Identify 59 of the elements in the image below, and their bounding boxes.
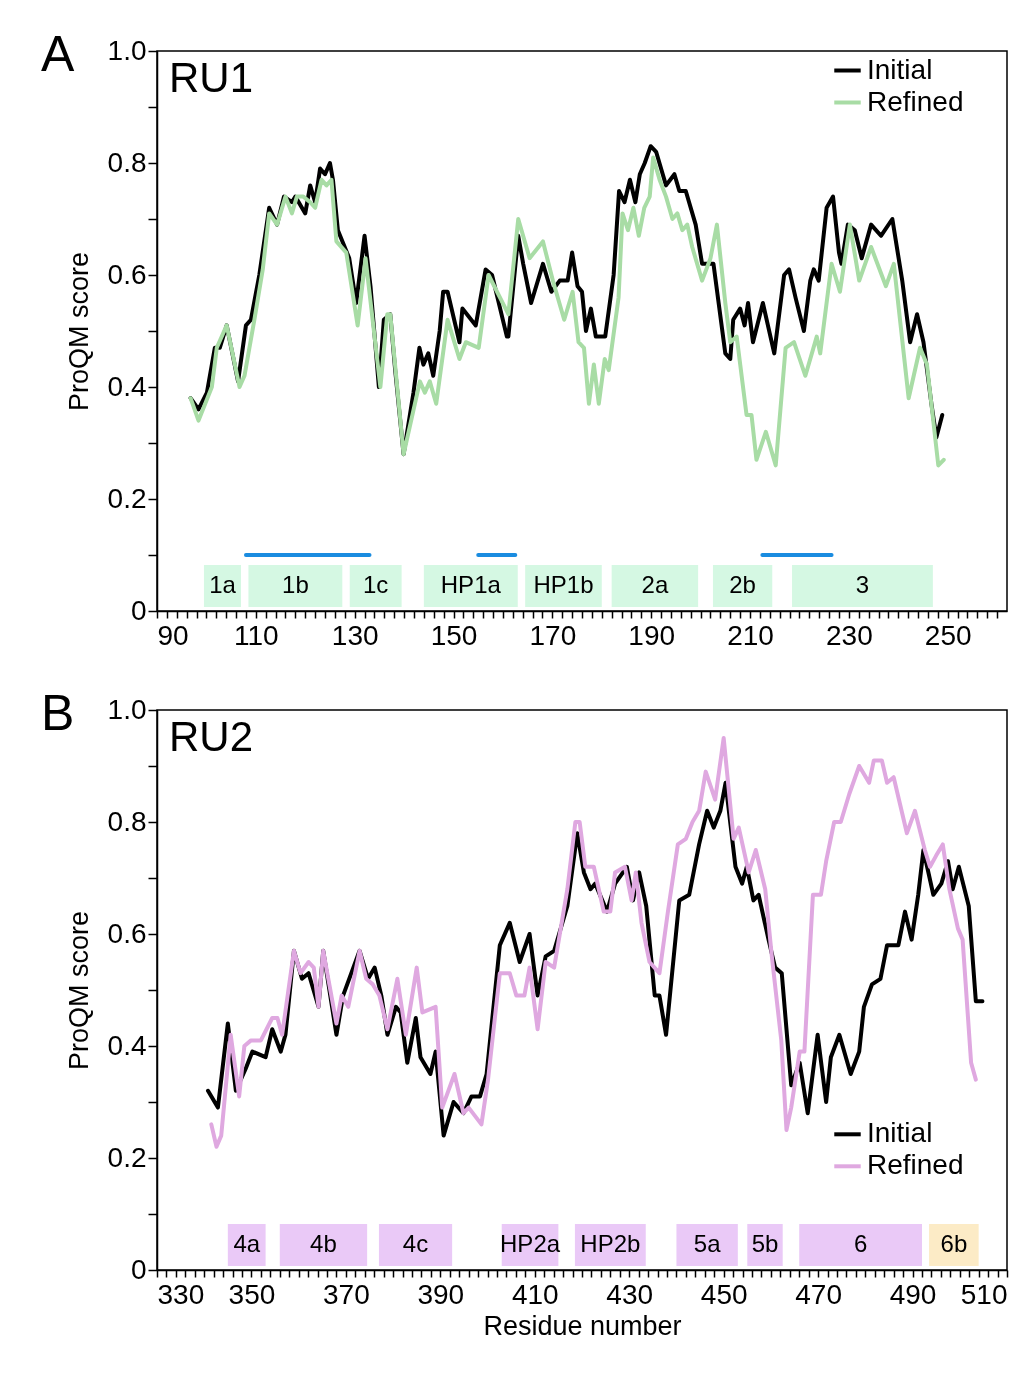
band-label: 1c [363,571,389,599]
band-label: HP2b [580,1230,641,1258]
y-axis-title: ProQM score [63,910,94,1071]
y-tick-label: 1.0 [107,34,147,66]
y-axis-title: ProQM score [63,251,94,412]
x-tick-label: 330 [157,1278,205,1310]
x-tick-label: 110 [234,619,279,651]
band-label: 1a [209,571,237,599]
y-tick-label: 0.6 [107,258,147,290]
y-tick-label: 0 [130,1253,147,1285]
x-tick-label: 430 [606,1278,654,1310]
band-label: 4c [402,1230,429,1258]
band-label: HP1b [533,571,594,599]
legend-label: Refined [867,1149,964,1181]
band-label: 4b [310,1230,337,1258]
y-tick-label: 0.4 [107,370,147,402]
y-tick-label: 0.8 [107,146,147,178]
legend-label: Refined [867,85,964,117]
band-label: 2a [641,571,669,599]
x-tick-label: 450 [700,1278,748,1310]
legend-label: Initial [867,53,933,85]
x-tick-label: 370 [323,1278,370,1310]
x-tick-label: 130 [331,619,379,651]
x-tick-label: 150 [430,619,478,651]
band-label: 5a [693,1230,722,1258]
x-tick-label: 390 [417,1278,465,1310]
text: B [41,685,75,741]
y-tick-label: 0.2 [107,1141,147,1173]
x-tick-label: 170 [529,619,577,651]
band-label: 4a [233,1230,261,1258]
y-tick-label: 1.0 [107,693,147,725]
y-tick-label: 0.4 [107,1029,147,1061]
band-label: 2b [729,571,756,599]
band-label: 5b [751,1230,779,1258]
x-tick-label: 250 [924,619,972,651]
x-tick-label: 210 [727,619,774,651]
x-tick-label: 510 [960,1278,1008,1310]
band-label: 6 [853,1230,868,1258]
band-label: 6b [940,1230,968,1258]
band-label: 1b [282,571,309,599]
chart-title: RU1 [169,54,254,101]
y-tick-label: 0 [130,594,147,626]
x-tick-label: 490 [889,1278,937,1310]
legend-label: Initial [867,1117,933,1149]
x-tick-label: 350 [228,1278,276,1310]
x-tick-label: 410 [511,1278,559,1310]
x-axis-title: Residue number [483,1310,682,1341]
band-label: HP2a [500,1230,561,1258]
x-tick-label: 470 [795,1278,842,1310]
y-tick-label: 0.6 [107,917,147,949]
text: A [41,26,75,82]
x-tick-label: 230 [826,619,873,651]
y-tick-label: 0.2 [107,482,147,514]
x-tick-label: 90 [157,619,189,651]
y-tick-label: 0.8 [107,805,147,837]
band-label: HP1a [440,571,502,599]
band-label: 3 [855,571,870,599]
chart-title: RU2 [169,713,254,760]
x-tick-label: 190 [628,619,676,651]
